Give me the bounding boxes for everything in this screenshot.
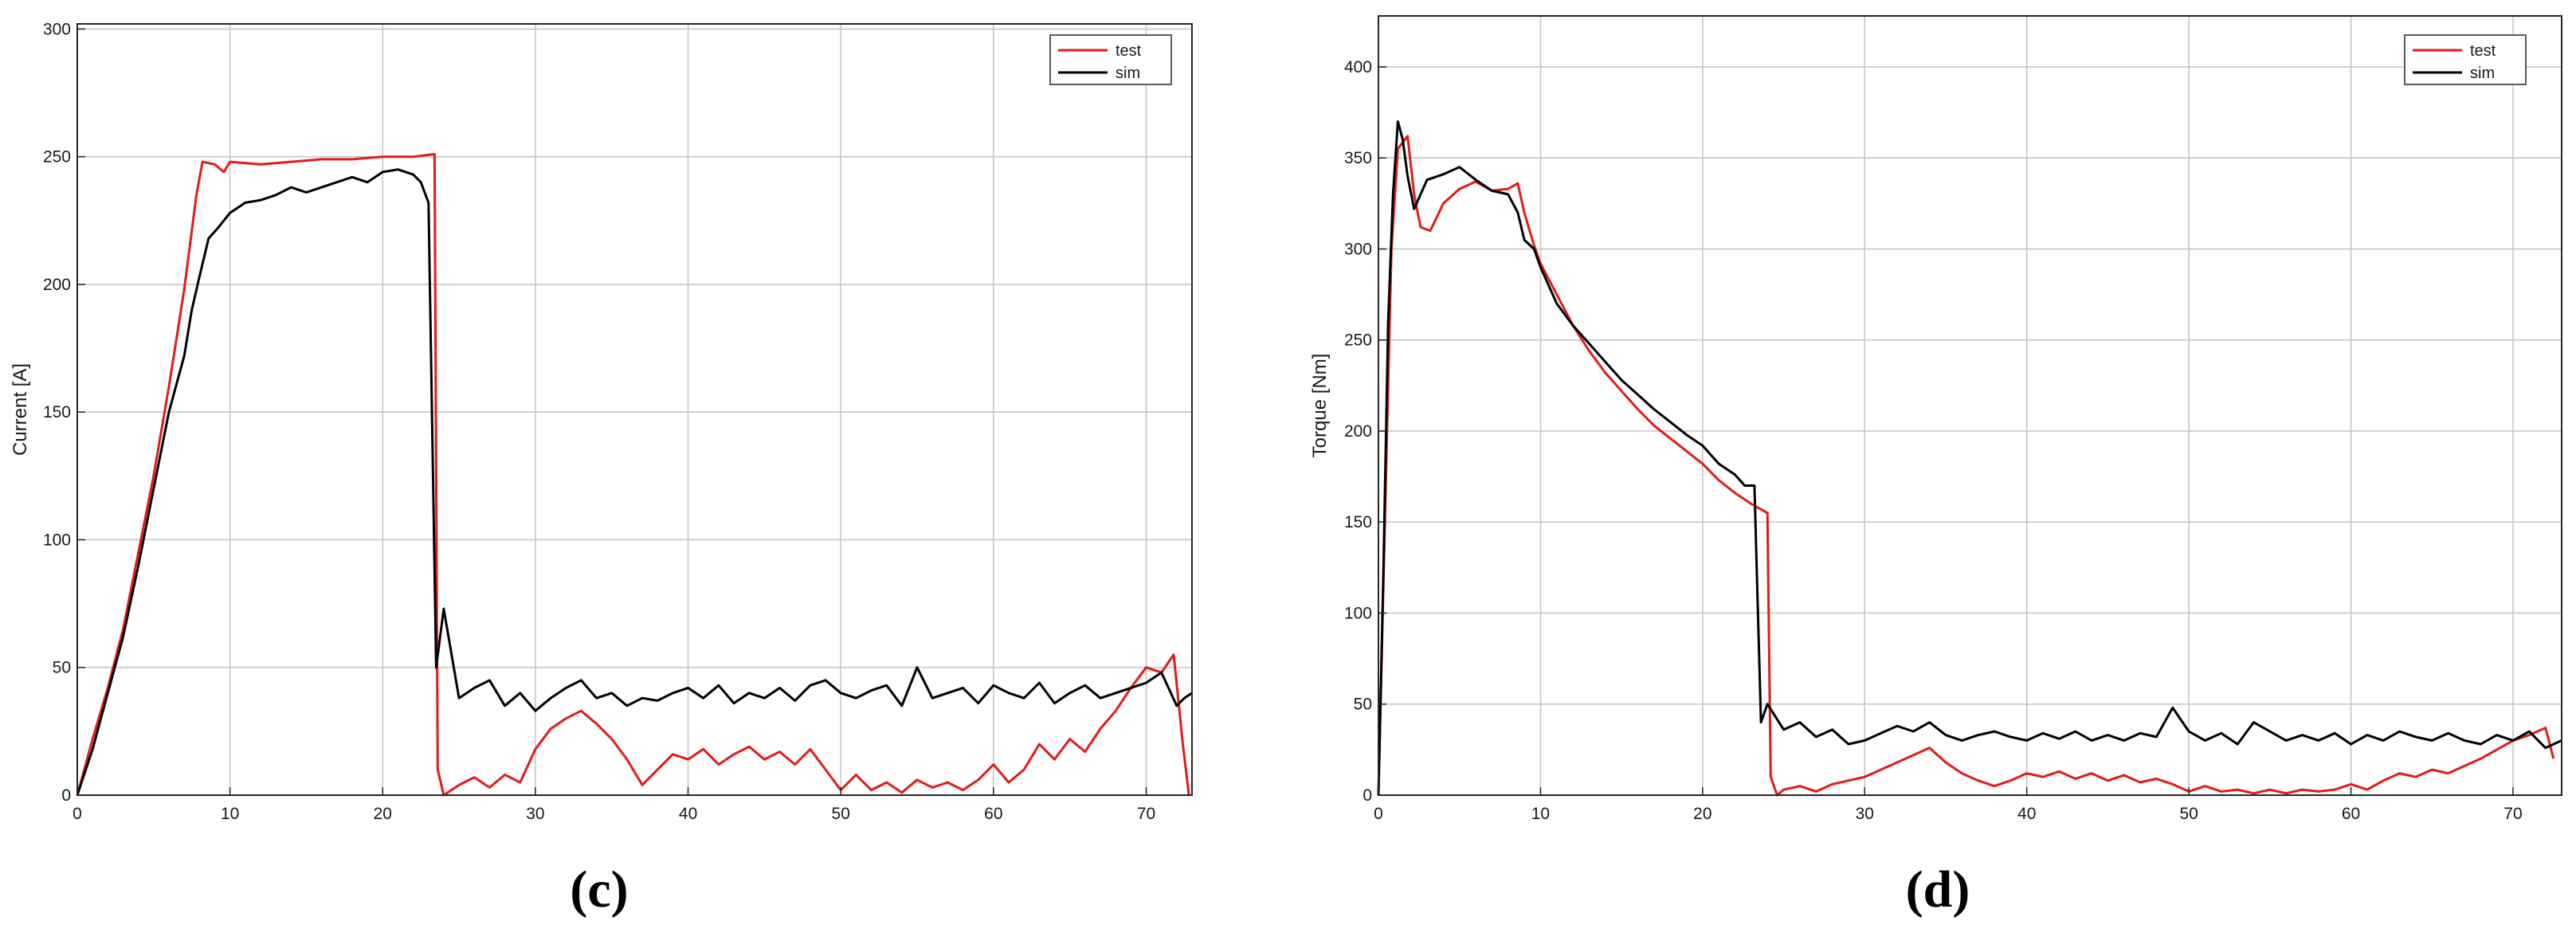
series-line-test xyxy=(76,153,1190,797)
chart-panel-1: 0 10 20 30 40 50 60 70 0 50 100 150 200 250 300 350 400 T… xyxy=(1309,15,2562,919)
x-tick-label: 30 xyxy=(1856,805,1874,823)
y-axis-label: Current [A] xyxy=(10,363,31,456)
panel-label: (d) xyxy=(1906,860,1970,919)
series-line-sim xyxy=(1377,120,2562,796)
axes-frame xyxy=(76,23,1193,796)
series-line-sim xyxy=(76,168,1193,796)
x-tick-label: 20 xyxy=(1693,805,1711,823)
y-tick-label: 150 xyxy=(43,403,71,421)
x-tick-label: 70 xyxy=(2503,805,2522,823)
x-tick-label: 20 xyxy=(374,805,392,823)
x-tick-label: 0 xyxy=(73,805,82,823)
panel-label: (c) xyxy=(570,860,628,919)
legend-label-sim: sim xyxy=(1115,65,1140,82)
x-tick-label: 40 xyxy=(679,805,697,823)
x-tick-label: 40 xyxy=(2017,805,2036,823)
x-tick-label: 10 xyxy=(1531,805,1550,823)
y-tick-label: 400 xyxy=(1344,58,1372,76)
y-tick-label: 200 xyxy=(1344,422,1372,441)
y-tick-label: 50 xyxy=(1354,696,1372,714)
legend: test sim xyxy=(2404,34,2527,85)
x-tick-label: 0 xyxy=(1374,805,1383,823)
x-tick-label: 30 xyxy=(526,805,544,823)
plot-area xyxy=(1378,16,2562,795)
y-tick-label: 300 xyxy=(43,20,71,38)
y-tick-label: 350 xyxy=(1344,149,1372,167)
y-tick-label: 250 xyxy=(1344,331,1372,350)
x-tick-label: 60 xyxy=(984,805,1002,823)
y-tick-label: 150 xyxy=(1344,513,1372,531)
y-tick-label: 300 xyxy=(1344,240,1372,258)
y-tick-label: 100 xyxy=(43,531,71,549)
axes-frame xyxy=(1378,15,2562,796)
plot-area xyxy=(77,24,1192,795)
x-tick-label: 50 xyxy=(832,805,850,823)
y-axis-label: Torque [Nm] xyxy=(1309,354,1331,458)
x-tick-label: 70 xyxy=(1137,805,1155,823)
y-tick-label: 0 xyxy=(61,786,71,805)
legend-label-sim: sim xyxy=(2470,65,2495,82)
legend-box xyxy=(2404,34,2527,85)
y-tick-label: 0 xyxy=(1362,786,1372,805)
chart-panel-0: 0 10 20 30 40 50 60 70 0 50 100 150 200 250 300 Current… xyxy=(10,20,1193,919)
x-tick-label: 60 xyxy=(2342,805,2360,823)
x-tick-label: 50 xyxy=(2179,805,2198,823)
legend-box xyxy=(1049,34,1172,85)
y-tick-label: 100 xyxy=(1344,604,1372,622)
legend: test sim xyxy=(1049,34,1172,85)
y-tick-label: 200 xyxy=(43,276,71,294)
x-tick-label: 10 xyxy=(221,805,239,823)
legend-label-test: test xyxy=(2470,42,2496,60)
legend-label-test: test xyxy=(1115,42,1142,60)
series-line-test xyxy=(1377,135,2555,797)
y-tick-label: 50 xyxy=(53,659,71,677)
y-tick-label: 250 xyxy=(43,148,71,167)
